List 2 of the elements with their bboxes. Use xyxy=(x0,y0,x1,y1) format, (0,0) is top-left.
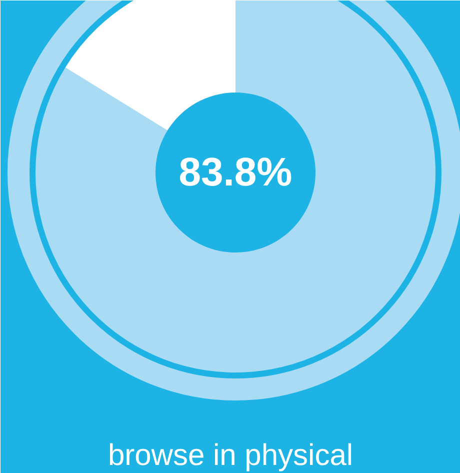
text: 83.8% xyxy=(178,150,292,194)
text: browse in physical xyxy=(108,439,354,472)
